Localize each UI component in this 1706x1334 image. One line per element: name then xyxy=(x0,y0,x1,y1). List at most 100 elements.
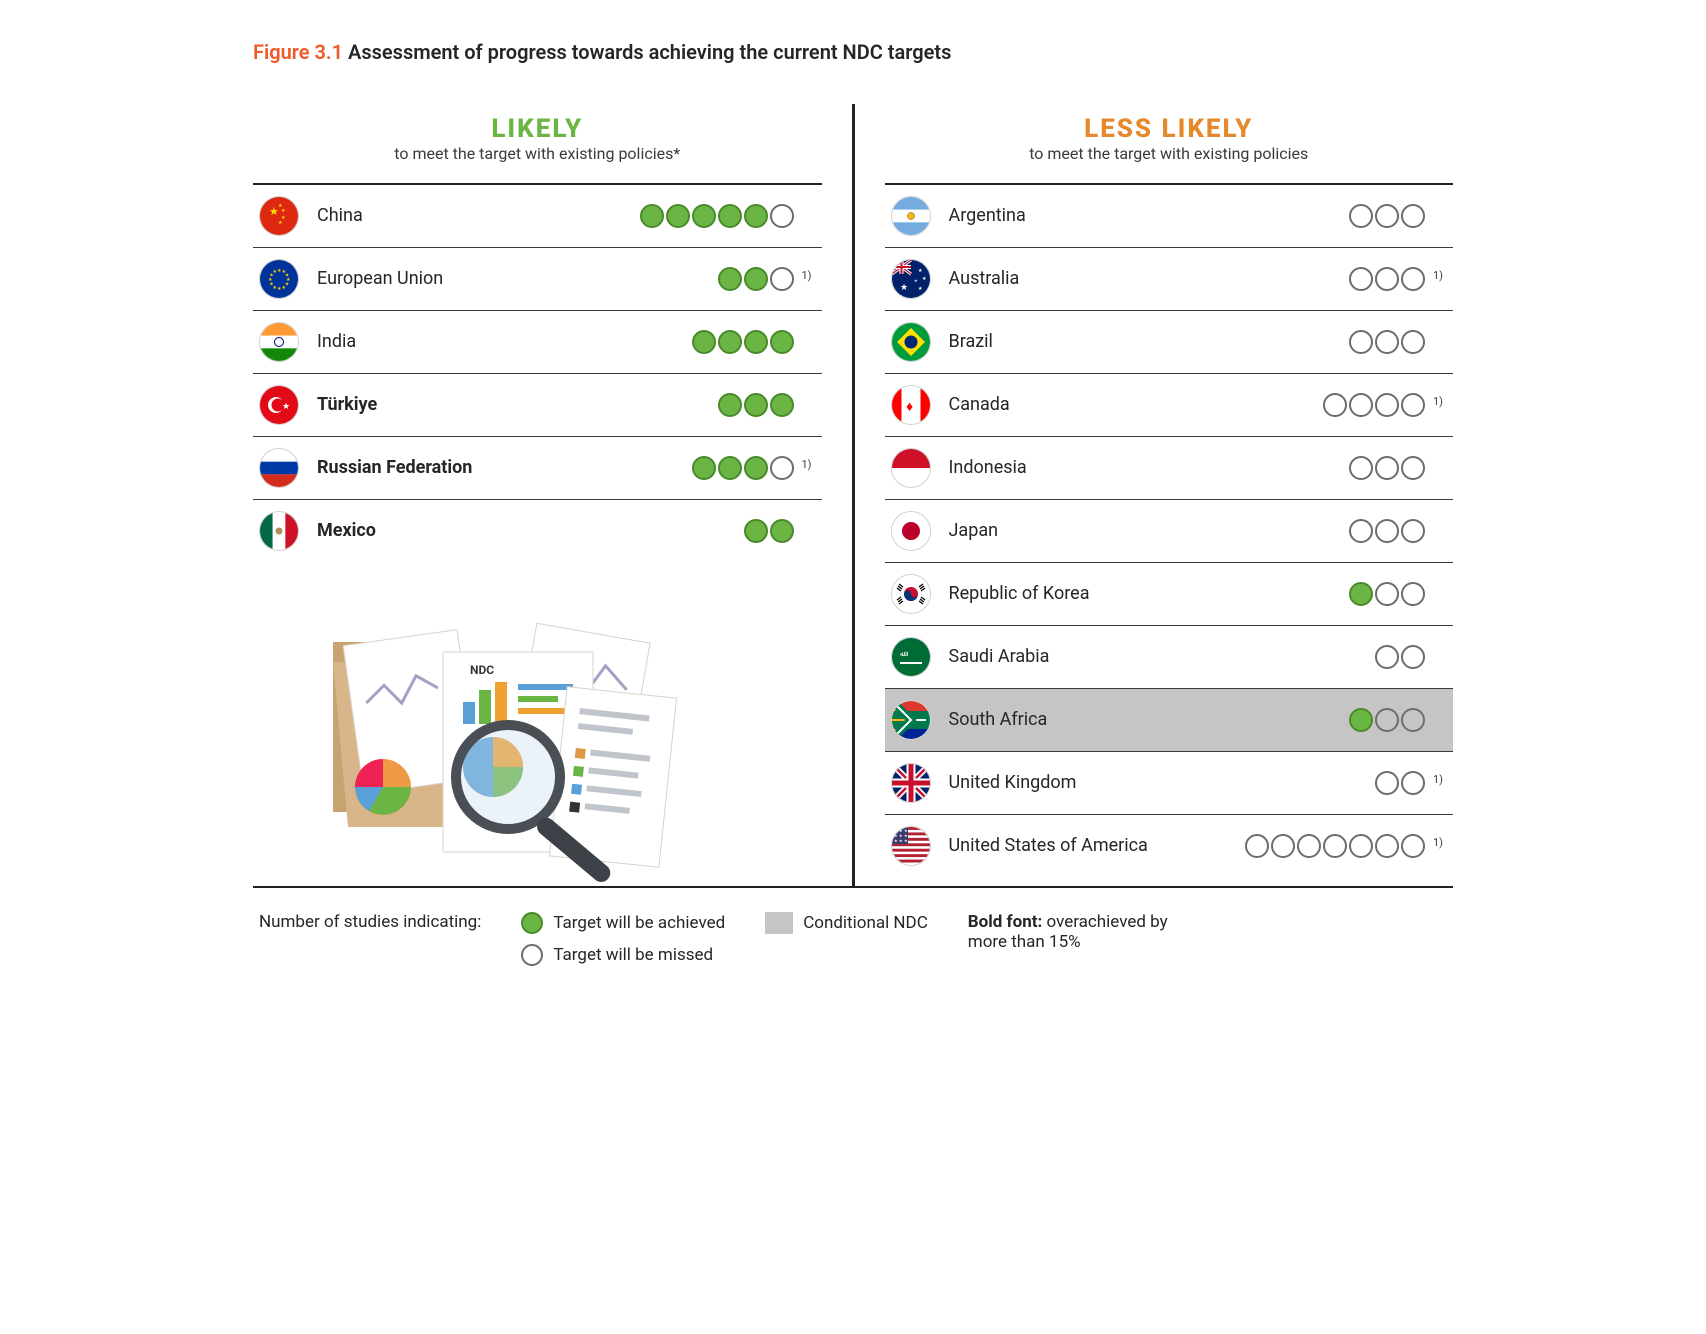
dot-missed-icon xyxy=(1401,834,1425,858)
svg-text:★: ★ xyxy=(282,285,287,291)
legend-lead: Number of studies indicating: xyxy=(259,912,481,932)
svg-text:★: ★ xyxy=(899,838,903,843)
table-row: United Kingdom1) xyxy=(885,752,1454,815)
study-dots xyxy=(1227,708,1447,732)
dot-missed-icon xyxy=(1323,834,1347,858)
country-name: Indonesia xyxy=(949,458,1228,479)
study-dots xyxy=(1227,456,1447,480)
study-dots xyxy=(1227,645,1447,669)
flag-icon xyxy=(891,196,931,236)
study-dots xyxy=(1227,519,1447,543)
svg-text:★: ★ xyxy=(281,208,286,214)
flag-icon xyxy=(259,322,299,362)
dot-achieved-icon xyxy=(744,267,768,291)
dot-missed-icon xyxy=(1375,834,1399,858)
study-dots: 1) xyxy=(1227,393,1447,417)
dot-missed-icon xyxy=(1349,834,1373,858)
table-row: ★Türkiye xyxy=(253,374,822,437)
study-dots xyxy=(596,519,816,543)
svg-text:★: ★ xyxy=(277,286,282,292)
dot-achieved-icon xyxy=(770,330,794,354)
legend-achieved-label: Target will be achieved xyxy=(553,913,725,933)
svg-text:★: ★ xyxy=(914,278,918,283)
table-row: ﷲSaudi Arabia xyxy=(885,626,1454,689)
dot-missed-icon xyxy=(1375,393,1399,417)
dot-missed-icon xyxy=(1349,267,1373,291)
study-dots xyxy=(596,204,816,228)
column-less-likely-subheading: to meet the target with existing policie… xyxy=(885,144,1454,163)
flag-icon xyxy=(891,763,931,803)
column-likely-subheading: to meet the target with existing policie… xyxy=(253,144,822,163)
dot-missed-icon xyxy=(770,267,794,291)
dot-missed-icon xyxy=(1401,519,1425,543)
table-row: ♦ Canada 1) xyxy=(885,374,1454,437)
country-name: Canada xyxy=(949,395,1228,416)
dot-missed-icon xyxy=(521,944,543,966)
dot-achieved-icon xyxy=(718,393,742,417)
dot-missed-icon xyxy=(1375,771,1399,795)
column-less-likely-header: LESS LIKELY to meet the target with exis… xyxy=(885,104,1454,185)
dot-missed-icon xyxy=(1401,456,1425,480)
flag-icon: ★★★★★★★★★★★★ xyxy=(259,259,299,299)
country-name: Argentina xyxy=(949,206,1228,227)
dot-missed-icon xyxy=(1349,519,1373,543)
legend-missed-label: Target will be missed xyxy=(553,945,713,965)
figure-title-text: Assessment of progress towards achieving… xyxy=(348,40,951,64)
country-name: South Africa xyxy=(949,710,1228,731)
country-name: Russian Federation xyxy=(317,458,596,479)
dot-missed-icon xyxy=(1349,204,1373,228)
dot-missed-icon xyxy=(1401,771,1425,795)
dot-missed-icon xyxy=(1245,834,1269,858)
country-name: Mexico xyxy=(317,521,596,542)
dot-missed-icon xyxy=(770,456,794,480)
legend-bold-prefix: Bold font: xyxy=(968,912,1043,932)
dot-missed-icon xyxy=(770,204,794,228)
row-note: 1) xyxy=(1433,836,1447,849)
dot-missed-icon xyxy=(1349,330,1373,354)
study-dots xyxy=(1227,204,1447,228)
flag-icon: ♦ xyxy=(891,385,931,425)
dot-missed-icon xyxy=(1349,393,1373,417)
rows-less-likely: Argentina★★★★★Australia1)Brazil♦Canada1)… xyxy=(885,185,1454,877)
column-less-likely: LESS LIKELY to meet the target with exis… xyxy=(852,104,1454,886)
dot-missed-icon xyxy=(1401,582,1425,606)
row-note: 1) xyxy=(802,458,816,471)
study-dots: 1) xyxy=(1227,834,1447,858)
table-row: Indonesia xyxy=(885,437,1454,500)
dot-missed-icon xyxy=(1375,204,1399,228)
dot-missed-icon xyxy=(1401,330,1425,354)
table-row: Japan xyxy=(885,500,1454,563)
study-dots xyxy=(1227,330,1447,354)
study-dots: 1) xyxy=(596,267,816,291)
figure-container: Figure 3.1 Assessment of progress toward… xyxy=(253,40,1453,966)
dot-missed-icon xyxy=(1323,393,1347,417)
table-row: ★★★★★★★★★United States of America1) xyxy=(885,815,1454,877)
flag-icon xyxy=(891,700,931,740)
legend-bold: Bold font: overachieved by more than 15% xyxy=(968,912,1188,952)
dot-achieved-icon xyxy=(692,456,716,480)
dot-achieved-icon xyxy=(1349,582,1373,606)
table-row: ★★★★★Australia1) xyxy=(885,248,1454,311)
docs-analysis-icon: NDC xyxy=(293,582,713,882)
dot-missed-icon xyxy=(1349,456,1373,480)
svg-text:★: ★ xyxy=(273,269,278,275)
country-name: Australia xyxy=(949,269,1228,290)
flag-icon xyxy=(891,574,931,614)
flag-icon: ★★★★★ xyxy=(259,196,299,236)
row-note: 1) xyxy=(1433,269,1447,282)
study-dots: 1) xyxy=(596,456,816,480)
svg-text:♦: ♦ xyxy=(906,399,913,415)
dot-missed-icon xyxy=(1375,645,1399,669)
svg-text:★: ★ xyxy=(918,268,923,274)
illustration: NDC xyxy=(253,562,822,886)
legend-conditional: Conditional NDC xyxy=(765,912,928,934)
rows-likely: ★★★★★China★★★★★★★★★★★★European Union1)In… xyxy=(253,185,822,562)
dot-missed-icon xyxy=(1401,645,1425,669)
table-row: India xyxy=(253,311,822,374)
table-row: Republic of Korea xyxy=(885,563,1454,626)
study-dots xyxy=(596,330,816,354)
country-name: Türkiye xyxy=(317,395,596,416)
row-note: 1) xyxy=(1433,395,1447,408)
country-name: European Union xyxy=(317,269,596,290)
table-row: Argentina xyxy=(885,185,1454,248)
